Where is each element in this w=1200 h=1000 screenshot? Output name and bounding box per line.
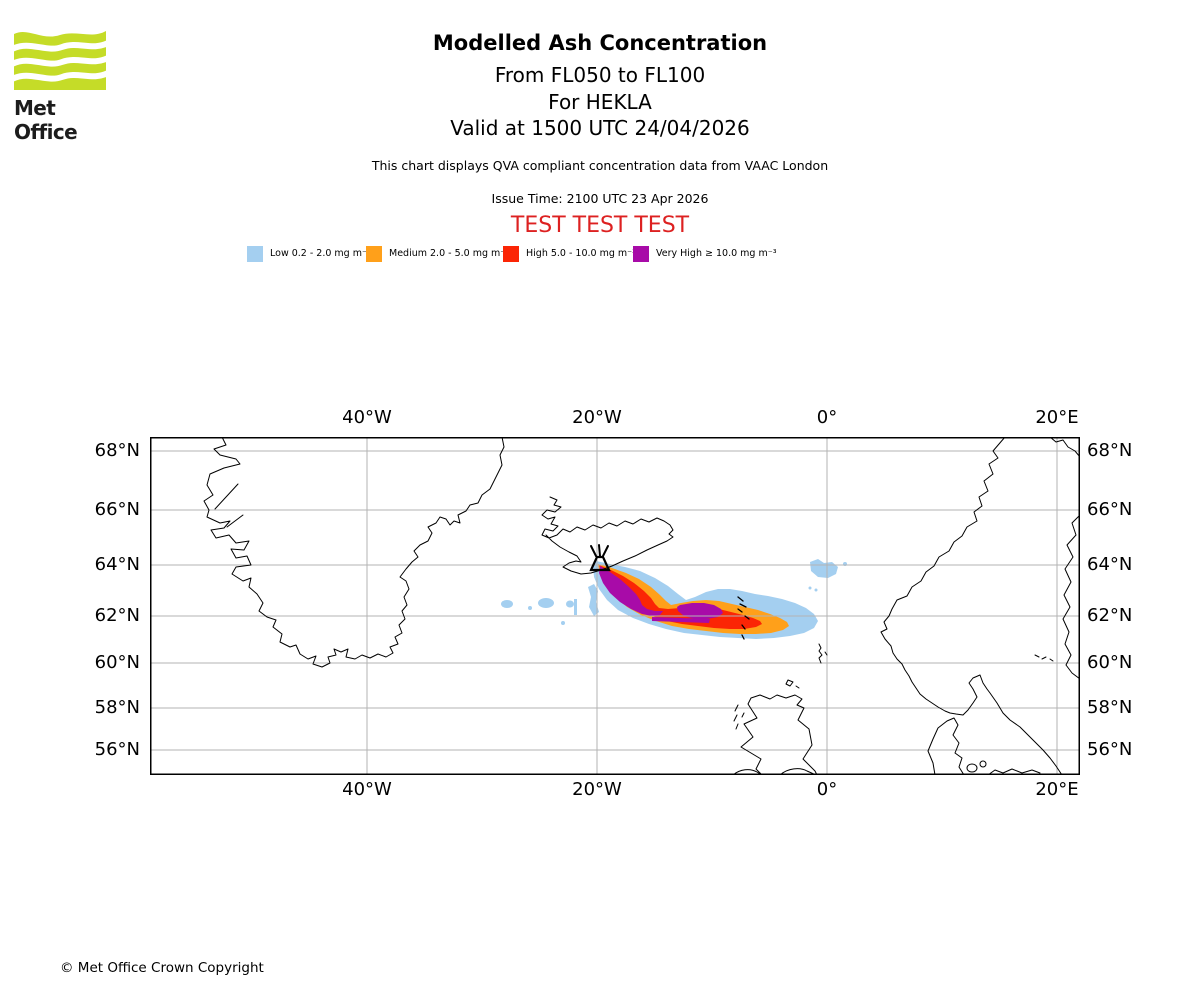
map-panel — [150, 437, 1080, 775]
legend-swatch-high — [503, 245, 519, 262]
subtitle-volcano: For HEKLA — [548, 90, 652, 114]
coastline-denmark-island-2 — [979, 760, 987, 768]
lat-label-left-64n: 64°N — [94, 554, 140, 575]
coastline-denmark — [927, 717, 965, 775]
lon-label-top-40w: 40°W — [342, 407, 392, 428]
coastline-orkney — [785, 679, 800, 689]
lat-label-right-58n: 58°N — [1087, 697, 1133, 718]
coastline-greenland — [203, 437, 505, 668]
coastlines — [203, 437, 1080, 775]
lat-label-left-60n: 60°N — [94, 652, 140, 673]
lat-label-left-68n: 68°N — [94, 440, 140, 461]
lat-label-right-64n: 64°N — [1087, 554, 1133, 575]
coastline-greenland-fjord-1 — [214, 483, 239, 510]
coastline-iceland — [541, 496, 674, 575]
coastline-norway — [880, 437, 1063, 775]
legend-item-low: Low 0.2 - 2.0 mg m⁻³ — [247, 245, 371, 262]
coastline-england — [779, 768, 817, 775]
lon-label-bottom-40w: 40°W — [342, 779, 392, 800]
issue-time: Issue Time: 2100 UTC 23 Apr 2026 — [491, 191, 709, 206]
ash-plume-low-contour — [501, 559, 847, 639]
map-border — [150, 437, 1080, 775]
lat-label-left-56n: 56°N — [94, 739, 140, 760]
legend-label-low: Low 0.2 - 2.0 mg m⁻³ — [270, 248, 371, 259]
coastline-hebrides — [733, 704, 745, 730]
copyright-notice: © Met Office Crown Copyright — [60, 960, 264, 976]
legend-swatch-very-high — [633, 245, 649, 262]
lon-label-top-20e: 20°E — [1035, 407, 1079, 428]
coastline-shetland — [818, 643, 828, 664]
coastline-ireland — [732, 769, 763, 775]
compliance-note: This chart displays QVA compliant concen… — [371, 158, 829, 173]
coastline-faroe-islands — [737, 596, 750, 640]
lat-label-right-56n: 56°N — [1087, 739, 1133, 760]
coastline-stockholm-archipelago — [1034, 654, 1054, 662]
coastline-bothnia — [1062, 514, 1080, 680]
lat-label-right-62n: 62°N — [1087, 605, 1133, 626]
legend-swatch-medium — [366, 245, 382, 262]
lat-label-right-66n: 66°N — [1087, 499, 1133, 520]
map-gridlines — [150, 437, 1080, 775]
legend-swatch-low — [247, 245, 263, 262]
legend-label-medium: Medium 2.0 - 5.0 mg m⁻³ — [389, 248, 510, 259]
lon-label-top-0: 0° — [816, 407, 838, 428]
volcano-symbol — [589, 544, 611, 572]
coastline-norway-northeast — [1049, 437, 1080, 458]
legend-label-high: High 5.0 - 10.0 mg m⁻³ — [526, 248, 636, 259]
lat-label-left-66n: 66°N — [94, 499, 140, 520]
lon-label-bottom-20w: 20°W — [572, 779, 622, 800]
lat-label-right-68n: 68°N — [1087, 440, 1133, 461]
legend-item-very-high: Very High ≥ 10.0 mg m⁻³ — [633, 245, 777, 262]
met-office-logo: Met Office — [10, 26, 110, 144]
page-title: Modelled Ash Concentration — [432, 31, 768, 55]
lon-label-top-20w: 20°W — [572, 407, 622, 428]
ash-concentration-map — [150, 437, 1080, 775]
subtitle-valid-time: Valid at 1500 UTC 24/04/2026 — [450, 116, 750, 140]
legend-label-very-high: Very High ≥ 10.0 mg m⁻³ — [656, 248, 777, 259]
lon-label-bottom-0: 0° — [816, 779, 838, 800]
lat-label-right-60n: 60°N — [1087, 652, 1133, 673]
lat-label-left-58n: 58°N — [94, 697, 140, 718]
subtitle-flight-levels: From FL050 to FL100 — [494, 63, 706, 87]
ash-plume-very-high-contour — [599, 566, 723, 623]
legend-item-medium: Medium 2.0 - 5.0 mg m⁻³ — [366, 245, 509, 262]
test-banner: TEST TEST TEST — [510, 213, 690, 238]
met-office-logo-text: Met Office — [14, 96, 78, 144]
coastline-scotland — [740, 694, 818, 775]
coastline-greenland-fjord-2 — [226, 514, 244, 528]
met-office-logo-waves — [10, 31, 110, 90]
legend-item-high: High 5.0 - 10.0 mg m⁻³ — [503, 245, 636, 262]
coastline-denmark-island-1 — [966, 763, 978, 773]
lon-label-bottom-20e: 20°E — [1035, 779, 1079, 800]
coastline-baltic-south — [987, 768, 1041, 775]
lat-label-left-62n: 62°N — [94, 605, 140, 626]
